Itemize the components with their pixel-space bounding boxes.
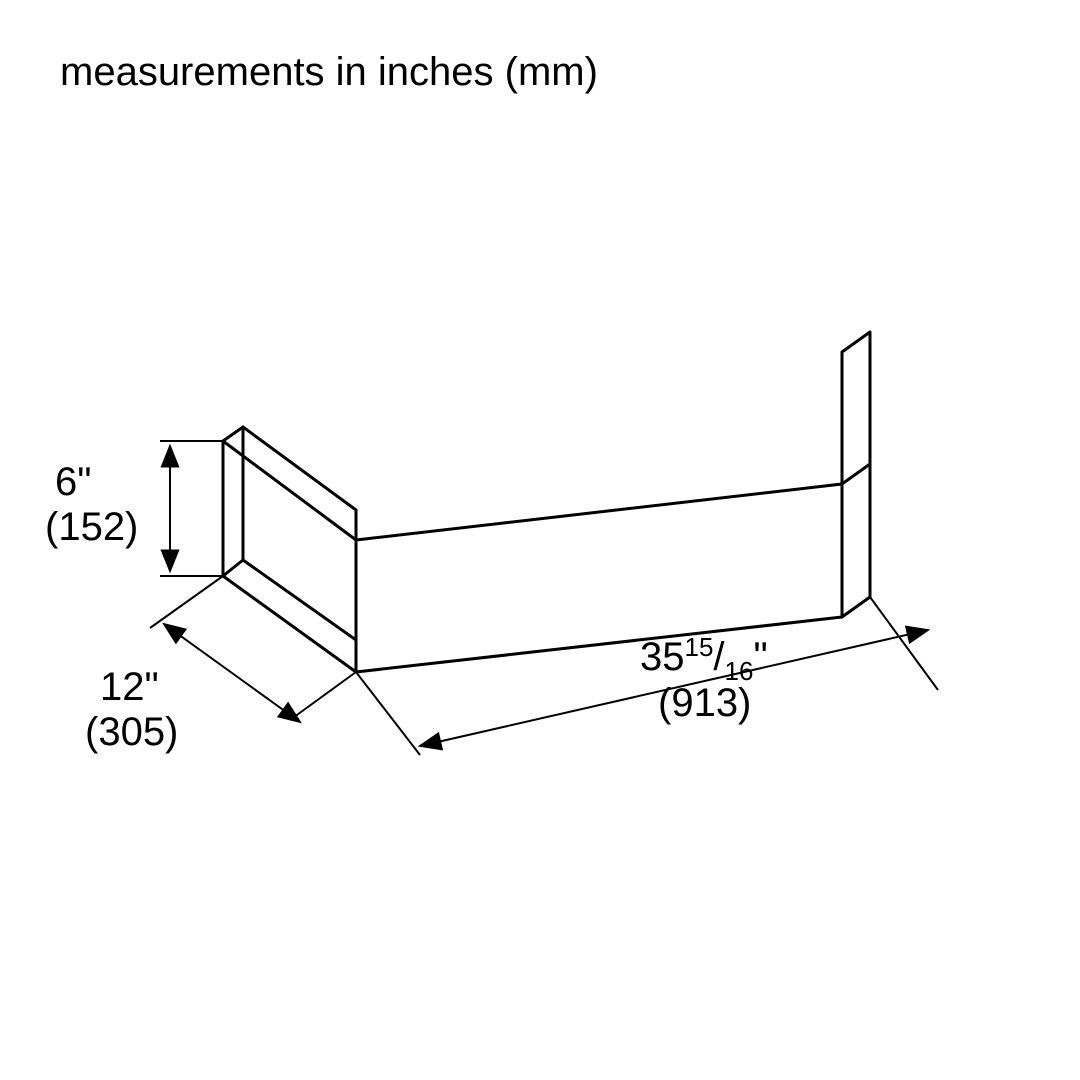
bracket-shape	[223, 332, 870, 672]
dim-height	[160, 441, 223, 576]
dimension-drawing: 6" (152) 12" (305) 3515/16" (913)	[0, 0, 1080, 1080]
svg-text:3515/16": 3515/16"	[640, 632, 768, 686]
title: measurements in inches (mm)	[60, 50, 598, 95]
dim-width-mm: (913)	[658, 681, 751, 725]
dim-depth-mm: (305)	[85, 710, 178, 754]
dim-width-num: 15	[685, 632, 714, 662]
dim-width-label: 3515/16" (913)	[640, 632, 768, 725]
dim-width-quote: "	[753, 635, 767, 679]
dim-height-inches: 6"	[55, 460, 91, 504]
dim-width-int: 35	[640, 635, 685, 679]
dim-height-mm: (152)	[45, 505, 138, 549]
dim-depth-inches: 12"	[100, 665, 159, 709]
